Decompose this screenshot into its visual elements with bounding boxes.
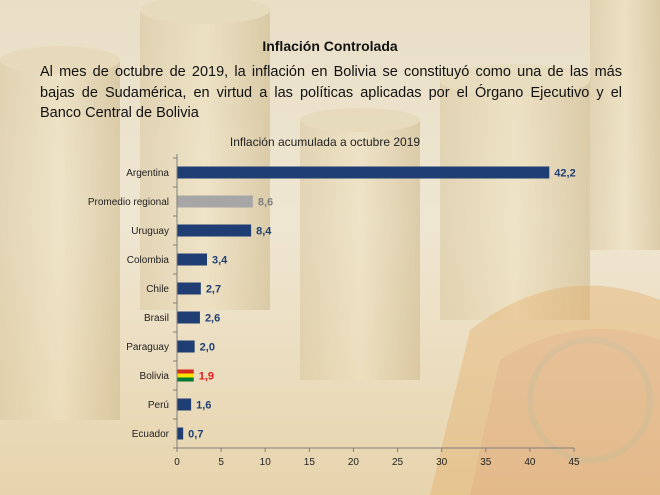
category-label-peru: Perú	[148, 400, 169, 411]
x-tick-label-30: 30	[436, 457, 448, 468]
page-description: Al mes de octubre de 2019, la inflación …	[40, 64, 622, 121]
bar-bolivia	[177, 369, 194, 382]
bars-layer: Argentina 42,2 Promedio regional 8,6 Uruguay…	[88, 166, 576, 441]
bar-uruguay	[177, 224, 252, 237]
category-label-chile: Chile	[146, 284, 169, 295]
bar-chile	[177, 282, 201, 295]
bar-paraguay	[177, 340, 195, 353]
category-label-argentina: Argentina	[126, 168, 169, 179]
x-tick-label-20: 20	[348, 457, 360, 468]
bar-colombia	[177, 253, 207, 266]
category-label-colombia: Colombia	[127, 255, 170, 266]
data-label-brasil: 2,6	[205, 313, 220, 325]
page-title: Inflación Controlada	[262, 38, 398, 54]
bar-promedio-regional	[177, 195, 253, 208]
x-tick-label-40: 40	[524, 457, 536, 468]
x-tick-label-5: 5	[218, 457, 224, 468]
data-label-chile: 2,7	[206, 284, 221, 296]
category-label-brasil: Brasil	[144, 313, 169, 324]
data-label-ecuador: 0,7	[188, 429, 203, 441]
x-tick-label-45: 45	[568, 457, 580, 468]
coin-stacks-decoration	[0, 0, 660, 420]
data-label-peru: 1,6	[196, 400, 211, 412]
category-label-uruguay: Uruguay	[131, 226, 169, 237]
x-tick-label-10: 10	[260, 457, 272, 468]
x-axis-ticks: 0 5 10 15 20 25 30 35 40 45	[173, 157, 580, 468]
chart-title: Inflación acumulada a octubre 2019	[230, 135, 420, 149]
x-tick-label-15: 15	[304, 457, 316, 468]
bar-ecuador	[177, 427, 184, 440]
x-tick-label-0: 0	[174, 457, 180, 468]
data-label-colombia: 3,4	[212, 255, 228, 267]
data-label-uruguay: 8,4	[256, 226, 272, 238]
category-label-promedio-regional: Promedio regional	[88, 197, 169, 208]
data-label-promedio-regional: 8,6	[258, 197, 273, 209]
bar-argentina	[177, 166, 550, 179]
data-label-argentina: 42,2	[554, 168, 575, 180]
bar-brasil	[177, 311, 200, 324]
flag-decoration	[430, 285, 660, 495]
data-label-bolivia: 1,9	[199, 371, 214, 383]
x-tick-label-25: 25	[392, 457, 404, 468]
data-label-paraguay: 2,0	[200, 342, 215, 354]
bar-peru	[177, 398, 192, 411]
x-tick-label-35: 35	[480, 457, 492, 468]
category-label-bolivia: Bolivia	[140, 371, 170, 382]
category-label-ecuador: Ecuador	[132, 429, 170, 440]
category-label-paraguay: Paraguay	[126, 342, 169, 353]
